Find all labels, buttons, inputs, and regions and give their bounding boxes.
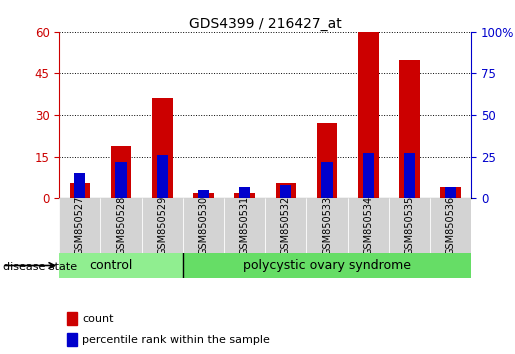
Bar xyxy=(317,124,337,198)
Bar xyxy=(234,193,255,198)
Bar xyxy=(67,333,77,346)
FancyBboxPatch shape xyxy=(306,198,348,253)
Text: GSM850530: GSM850530 xyxy=(198,196,209,255)
Bar xyxy=(70,183,90,198)
Bar xyxy=(280,185,291,198)
Bar xyxy=(440,187,461,198)
FancyBboxPatch shape xyxy=(100,198,142,253)
FancyBboxPatch shape xyxy=(389,198,430,253)
Bar xyxy=(363,153,374,198)
FancyBboxPatch shape xyxy=(348,198,389,253)
Text: GSM850531: GSM850531 xyxy=(239,196,250,255)
Bar xyxy=(198,190,209,198)
FancyBboxPatch shape xyxy=(265,198,306,253)
Text: GSM850536: GSM850536 xyxy=(445,196,456,255)
Bar xyxy=(321,162,333,198)
Text: polycystic ovary syndrome: polycystic ovary syndrome xyxy=(243,259,411,272)
Bar xyxy=(445,187,456,198)
Text: GSM850533: GSM850533 xyxy=(322,196,332,255)
FancyBboxPatch shape xyxy=(224,198,265,253)
FancyBboxPatch shape xyxy=(142,198,183,253)
FancyBboxPatch shape xyxy=(430,198,471,253)
Bar xyxy=(404,153,415,198)
FancyBboxPatch shape xyxy=(183,198,224,253)
Text: GSM850535: GSM850535 xyxy=(404,196,415,255)
Text: GSM850527: GSM850527 xyxy=(75,196,85,255)
Bar xyxy=(152,98,173,198)
Bar xyxy=(239,187,250,198)
Bar xyxy=(74,173,85,198)
Title: GDS4399 / 216427_at: GDS4399 / 216427_at xyxy=(189,17,341,31)
Bar xyxy=(358,32,379,198)
Text: GSM850532: GSM850532 xyxy=(281,196,291,255)
Bar xyxy=(115,162,127,198)
Bar xyxy=(59,253,183,278)
Bar xyxy=(276,183,296,198)
Text: percentile rank within the sample: percentile rank within the sample xyxy=(82,335,270,345)
Bar xyxy=(67,312,77,325)
Bar xyxy=(157,155,168,198)
FancyBboxPatch shape xyxy=(59,198,100,253)
Bar xyxy=(111,145,131,198)
Text: control: control xyxy=(89,259,132,272)
Text: count: count xyxy=(82,314,113,324)
Text: disease state: disease state xyxy=(3,262,77,272)
Text: GSM850534: GSM850534 xyxy=(363,196,373,255)
Bar xyxy=(399,59,420,198)
Bar xyxy=(193,193,214,198)
Bar xyxy=(183,253,471,278)
Text: GSM850529: GSM850529 xyxy=(157,196,167,255)
Text: GSM850528: GSM850528 xyxy=(116,196,126,255)
